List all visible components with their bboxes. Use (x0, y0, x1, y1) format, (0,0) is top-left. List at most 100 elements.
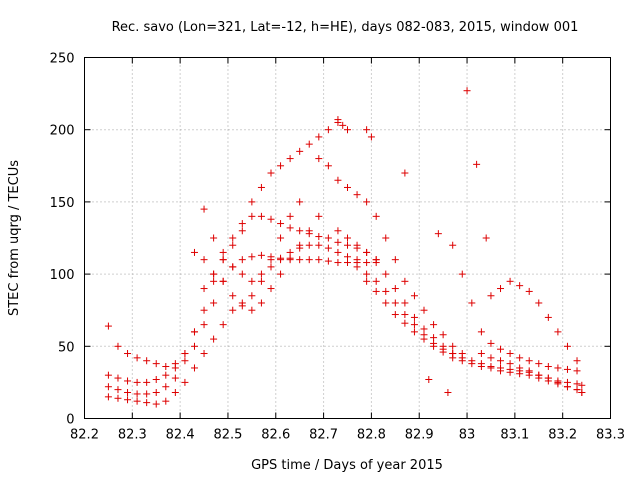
data-point (286, 212, 294, 220)
data-point (324, 234, 332, 242)
data-point (124, 377, 132, 385)
data-point (334, 259, 342, 267)
data-point (152, 376, 160, 384)
data-point (487, 339, 495, 347)
data-point (257, 277, 265, 285)
data-point (535, 360, 543, 368)
y-tick-label: 200 (50, 124, 75, 139)
data-point (363, 198, 371, 206)
data-point (497, 345, 505, 353)
data-point (200, 321, 208, 329)
data-point (367, 133, 375, 141)
data-point (497, 285, 505, 293)
data-point (315, 155, 323, 163)
x-tick-label: 83.2 (548, 428, 577, 443)
data-point (296, 227, 304, 235)
data-point (171, 364, 179, 372)
data-point (344, 241, 351, 249)
data-point (152, 389, 160, 397)
data-point (133, 390, 141, 398)
data-point (114, 394, 122, 402)
data-point (143, 390, 151, 398)
data-point (248, 292, 256, 300)
data-point (324, 244, 332, 252)
data-point (516, 354, 524, 362)
data-point (143, 357, 151, 365)
data-point (401, 311, 409, 319)
data-point (210, 335, 218, 343)
data-point (372, 256, 380, 264)
data-point (578, 381, 586, 389)
x-tick-label: 83 (459, 428, 476, 443)
data-point (573, 357, 581, 365)
data-point (171, 389, 179, 397)
data-point (200, 205, 208, 213)
data-point (200, 350, 208, 358)
data-point (410, 292, 418, 300)
data-point (133, 354, 141, 362)
data-point (324, 257, 332, 265)
data-point (296, 241, 304, 249)
data-point (372, 277, 380, 285)
data-point (267, 215, 275, 223)
data-point (573, 367, 581, 375)
data-point (305, 140, 313, 148)
data-point (143, 399, 151, 407)
data-point (248, 306, 256, 314)
data-point (277, 162, 285, 170)
data-point (391, 311, 399, 319)
data-point (315, 133, 323, 141)
data-point (267, 256, 275, 264)
data-point (444, 389, 452, 397)
data-point (334, 116, 342, 124)
data-point (463, 87, 471, 95)
data-point (563, 383, 571, 391)
data-point (238, 220, 246, 228)
data-point (353, 241, 361, 249)
data-point (124, 389, 132, 397)
data-point (363, 248, 371, 256)
data-point (535, 371, 543, 379)
data-point (296, 198, 304, 206)
data-point (133, 397, 141, 405)
data-point (363, 270, 371, 278)
data-point (286, 224, 294, 232)
data-point (305, 227, 313, 235)
x-tick-label: 83.1 (500, 428, 529, 443)
data-point (525, 287, 533, 295)
data-point (482, 234, 490, 242)
data-point (449, 342, 457, 350)
data-point (143, 378, 151, 386)
data-point (339, 121, 347, 129)
y-tick-label: 0 (66, 413, 74, 428)
data-point (487, 364, 495, 372)
data-point (296, 256, 304, 264)
data-point (525, 357, 533, 365)
data-point (114, 374, 122, 382)
data-point (229, 263, 237, 271)
data-point (286, 256, 294, 264)
data-point (257, 299, 265, 307)
x-tick-label: 83.3 (596, 428, 625, 443)
data-point (430, 342, 438, 350)
data-point (171, 374, 179, 382)
data-point (449, 354, 457, 362)
data-point (114, 386, 122, 394)
data-point (544, 313, 552, 321)
data-point (344, 183, 351, 191)
data-point (506, 277, 514, 285)
data-point (425, 376, 433, 384)
data-point (449, 241, 457, 249)
data-point (344, 126, 351, 134)
y-tick-label: 250 (50, 52, 75, 67)
data-point (382, 234, 390, 242)
data-point (477, 350, 485, 358)
data-point (219, 321, 227, 329)
data-point (229, 234, 237, 242)
data-point (382, 270, 390, 278)
data-point (190, 328, 198, 336)
data-point (104, 383, 112, 391)
data-point (190, 248, 198, 256)
data-point (296, 147, 304, 155)
